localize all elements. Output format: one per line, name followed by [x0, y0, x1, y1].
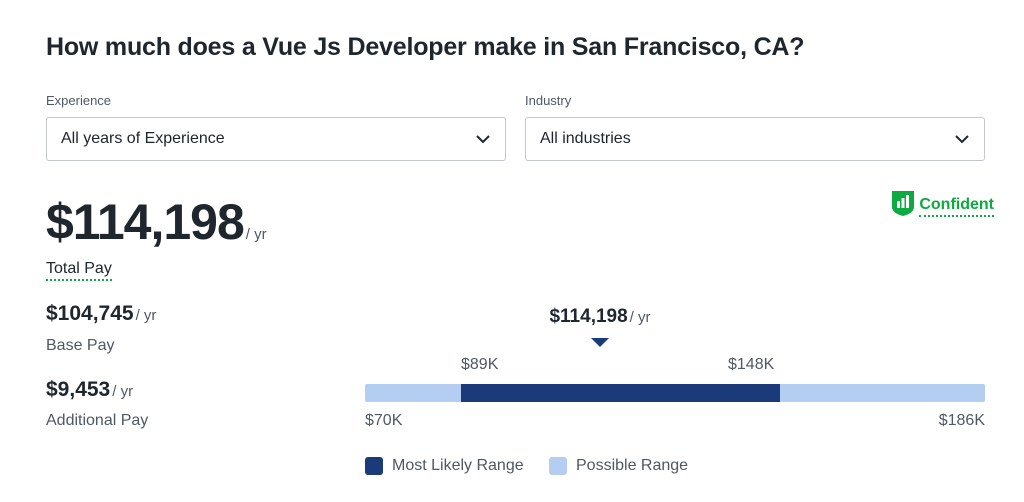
median-pay-label: $114,198/ yr [549, 306, 650, 328]
legend-likely-label: Most Likely Range [392, 457, 524, 474]
additional-pay-value: $9,453 [46, 378, 111, 401]
experience-label: Experience [46, 93, 112, 108]
chevron-down-icon [954, 131, 970, 147]
base-pay-amount: $104,745/ yr [46, 302, 156, 326]
likely-high-label: $148K [728, 356, 775, 373]
experience-dropdown[interactable]: All years of Experience [46, 117, 506, 161]
additional-pay-amount: $9,453/ yr [46, 378, 133, 402]
total-pay-label[interactable]: Total Pay [46, 260, 112, 281]
confidence-label: Confident [919, 196, 994, 217]
legend-possible: Possible Range [549, 457, 688, 475]
possible-high-label: $186K [938, 412, 985, 429]
additional-pay-unit: / yr [112, 383, 134, 400]
base-pay-unit: / yr [135, 307, 157, 324]
legend-likely: Most Likely Range [365, 457, 524, 475]
industry-dropdown[interactable]: All industries [525, 117, 985, 161]
bar-chart-shield-icon [891, 190, 915, 222]
experience-value: All years of Experience [61, 130, 225, 147]
likely-swatch [365, 457, 383, 475]
total-pay-value: $114,198 [46, 194, 245, 250]
additional-pay-label: Additional Pay [46, 412, 149, 429]
likely-range-bar [461, 384, 780, 402]
base-pay-value: $104,745 [46, 302, 134, 325]
base-pay-label: Base Pay [46, 337, 115, 354]
median-pay-value: $114,198 [549, 306, 628, 327]
median-pay-unit: / yr [629, 309, 651, 326]
total-pay-amount: $114,198/ yr [46, 193, 267, 251]
median-marker-icon [591, 338, 609, 347]
industry-label: Industry [525, 93, 572, 108]
total-pay-unit: / yr [245, 226, 267, 243]
industry-value: All industries [540, 130, 631, 147]
page-title: How much does a Vue Js Developer make in… [46, 33, 805, 61]
legend-possible-label: Possible Range [576, 457, 689, 474]
possible-swatch [549, 457, 567, 475]
possible-low-label: $70K [365, 412, 403, 429]
likely-low-label: $89K [461, 356, 499, 373]
chevron-down-icon [475, 131, 491, 147]
confidence-badge[interactable]: Confident [891, 190, 994, 222]
